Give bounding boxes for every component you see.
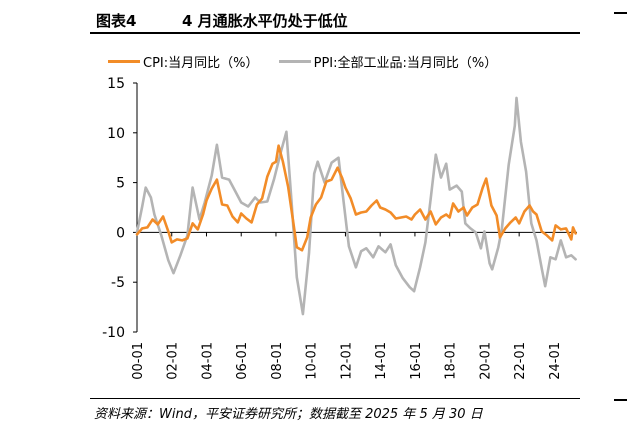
y-tick-label: -10	[102, 325, 125, 341]
x-tick-label: 14-01	[374, 342, 389, 380]
x-tick-label: 20-01	[478, 342, 493, 380]
line-chart: -10 -5 0 5 10 15 00-01 02-01 04-01 06-01 08-01 10-0…	[102, 76, 577, 380]
adjacent-title-rule	[614, 12, 627, 14]
y-tick-label: 0	[116, 225, 125, 241]
x-tick-label: 02-01	[166, 342, 181, 380]
x-tick-label: 06-01	[235, 342, 250, 380]
x-tick-label: 04-01	[200, 342, 215, 380]
legend-swatch-cpi	[108, 60, 140, 63]
source-bar: 资料来源：Wind，平安证券研究所；数据截至 2025 年 5 月 30 日	[90, 398, 580, 429]
legend-item-cpi: CPI:当月同比（%）	[108, 52, 258, 71]
x-tick-label: 08-01	[270, 342, 285, 380]
legend-swatch-ppi	[278, 60, 311, 63]
x-tick-label: 18-01	[444, 342, 459, 380]
figure-title: 4 月通胀水平仍处于低位	[182, 12, 348, 30]
source-note: 资料来源：Wind，平安证券研究所；数据截至 2025 年 5 月 30 日	[94, 407, 483, 422]
adjacent-figure-edge	[614, 0, 627, 432]
x-tick-label: 22-01	[513, 342, 528, 380]
x-tick-label: 16-01	[409, 342, 424, 380]
adjacent-source-rule	[614, 399, 627, 401]
figure-number: 图表4	[96, 12, 137, 30]
legend-label-ppi: PPI:全部工业品:当月同比（%）	[313, 56, 498, 71]
chart-figure: 图表4 4 月通胀水平仍处于低位 CPI:当月同比（%） PPI:全部工业品:当…	[90, 0, 580, 432]
legend-label-cpi: CPI:当月同比（%）	[143, 56, 259, 71]
x-tick-label: 10-01	[305, 342, 320, 380]
series-line-cpi	[135, 144, 577, 252]
figure-title-bar: 图表4 4 月通胀水平仍处于低位	[90, 6, 580, 34]
legend-item-ppi: PPI:全部工业品:当月同比（%）	[278, 52, 498, 71]
y-tick-label: -5	[111, 275, 125, 291]
x-tick-label: 00-01	[131, 342, 146, 380]
x-tick-label: 12-01	[339, 342, 354, 380]
y-tick-label: 15	[107, 76, 125, 92]
x-tick-label: 24-01	[548, 342, 563, 380]
chart-legend: CPI:当月同比（%） PPI:全部工业品:当月同比（%）	[108, 52, 513, 72]
y-tick-label: 5	[116, 176, 125, 192]
series-line-ppi	[135, 96, 577, 316]
y-tick-label: 10	[107, 126, 125, 142]
